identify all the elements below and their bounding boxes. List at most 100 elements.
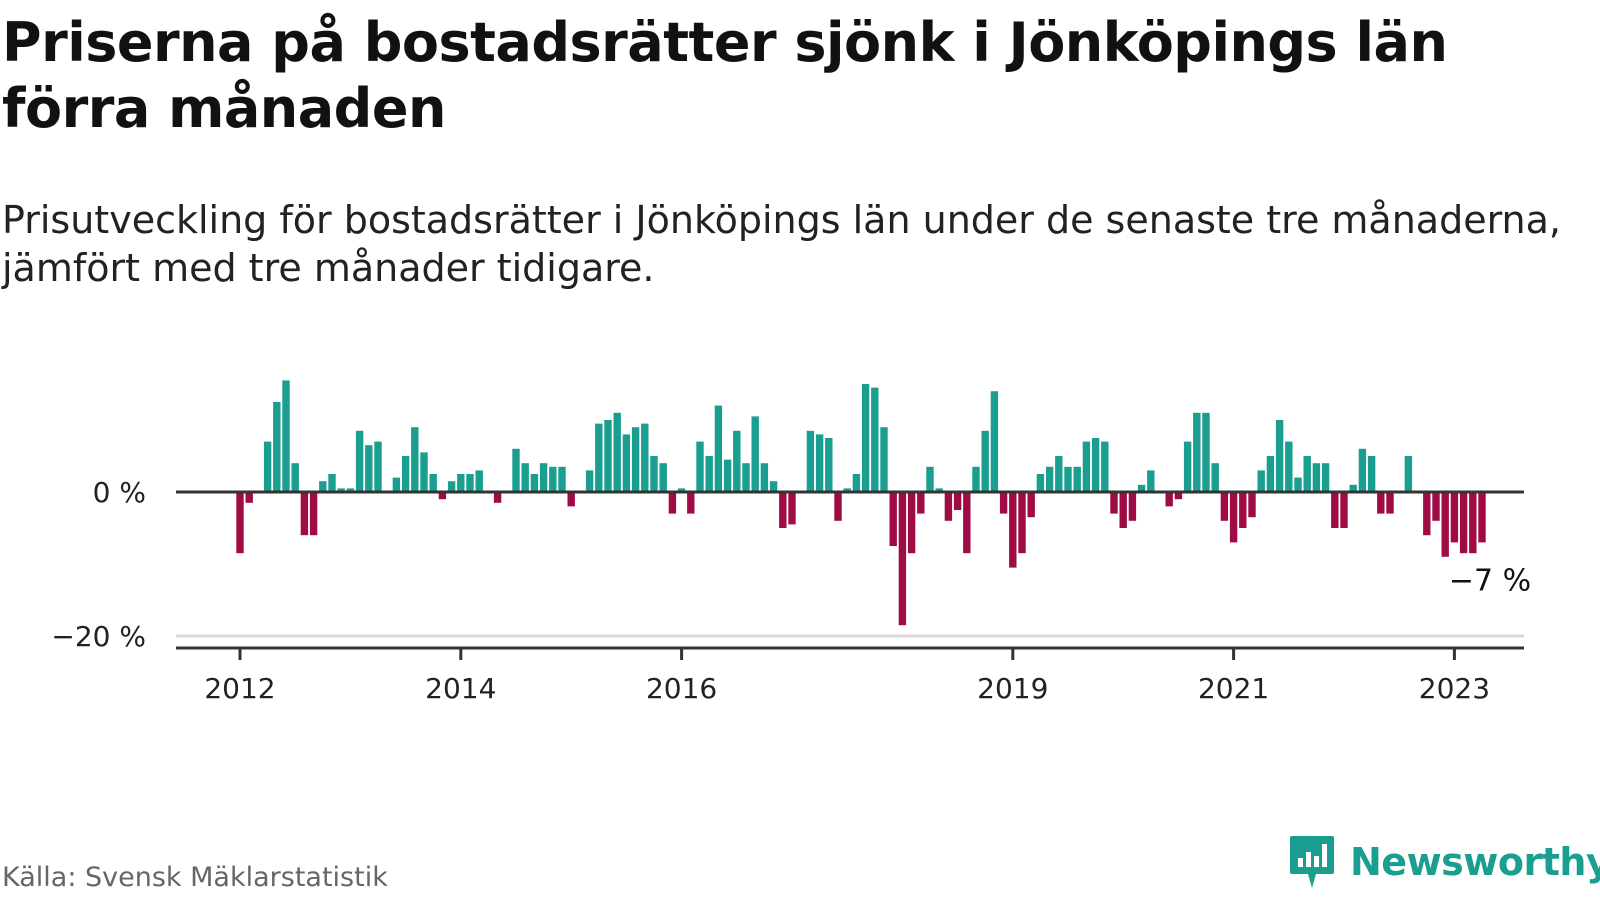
bar xyxy=(917,492,925,514)
bar xyxy=(1331,492,1339,528)
bar xyxy=(1211,463,1219,492)
bar xyxy=(1183,441,1192,492)
bar xyxy=(1174,492,1183,500)
bar xyxy=(714,405,723,492)
bar xyxy=(337,488,345,492)
bar xyxy=(1165,492,1173,507)
bar xyxy=(558,466,566,492)
bar xyxy=(1469,492,1477,554)
bar xyxy=(963,492,971,554)
bar xyxy=(944,492,953,521)
bar xyxy=(328,474,336,492)
x-tick-label: 2016 xyxy=(646,672,717,705)
bar xyxy=(1285,441,1293,492)
bar xyxy=(457,474,465,492)
bar xyxy=(1404,456,1413,492)
chart-title: Priserna på bostadsrätter sjönk i Jönköp… xyxy=(2,11,1448,140)
bar xyxy=(475,470,483,492)
bar xyxy=(677,488,686,492)
bar xyxy=(650,456,658,492)
bar xyxy=(1432,492,1440,521)
bar xyxy=(1367,456,1376,492)
bar xyxy=(1441,492,1449,557)
bar xyxy=(420,452,428,492)
bar xyxy=(889,492,897,546)
bar xyxy=(309,492,318,536)
bar-chart: 0 % −20 % 2012 2014 2016 2019 2021 2023 −7 % xyxy=(51,380,1531,705)
bar xyxy=(705,456,713,492)
bar xyxy=(245,492,253,503)
bar xyxy=(1478,492,1486,543)
bar xyxy=(1073,466,1081,492)
bar xyxy=(1147,470,1155,492)
bar xyxy=(825,438,833,492)
bar xyxy=(935,488,943,492)
bar xyxy=(622,434,631,492)
bar xyxy=(687,492,695,514)
bar xyxy=(539,463,548,492)
bar xyxy=(641,423,649,492)
bar xyxy=(595,423,603,492)
bar xyxy=(843,488,851,492)
bar xyxy=(429,474,437,492)
bar xyxy=(815,434,824,492)
bar xyxy=(1027,492,1035,518)
bar xyxy=(1229,492,1238,543)
bar xyxy=(567,492,575,507)
y-tick-label: 0 % xyxy=(93,476,146,509)
x-tick-label: 2023 xyxy=(1419,672,1490,705)
bar xyxy=(613,412,621,492)
bar xyxy=(1119,492,1127,528)
bar xyxy=(1220,492,1229,521)
bar xyxy=(1257,470,1265,492)
x-tick-label: 2012 xyxy=(204,672,275,705)
bar xyxy=(990,391,999,492)
bar xyxy=(1321,463,1330,492)
bar xyxy=(907,492,916,554)
bar xyxy=(1358,448,1367,492)
bar xyxy=(926,466,934,492)
bar xyxy=(1294,477,1302,492)
bar xyxy=(898,492,907,626)
bar xyxy=(659,463,667,492)
bar xyxy=(972,466,980,492)
bar xyxy=(852,474,861,492)
bar xyxy=(1064,466,1072,492)
bar xyxy=(1055,456,1063,492)
bar xyxy=(521,463,529,492)
bar xyxy=(282,380,290,492)
bar xyxy=(1266,456,1275,492)
bar xyxy=(291,463,299,492)
bar xyxy=(1091,438,1100,492)
y-tick-label: −20 % xyxy=(51,620,146,653)
bar xyxy=(999,492,1008,514)
bar xyxy=(319,481,327,492)
bar xyxy=(696,441,704,492)
x-tick-label: 2019 xyxy=(977,672,1048,705)
bar xyxy=(1312,463,1321,492)
bar xyxy=(742,463,750,492)
bar xyxy=(1340,492,1348,528)
bar xyxy=(1450,492,1459,543)
x-tick-label: 2014 xyxy=(425,672,496,705)
bar xyxy=(1239,492,1247,528)
bar xyxy=(1110,492,1118,514)
bar xyxy=(769,481,778,492)
bar xyxy=(374,441,382,492)
bar xyxy=(1137,484,1146,492)
bar xyxy=(733,430,741,492)
bar xyxy=(751,416,759,492)
bar xyxy=(953,492,962,510)
bar xyxy=(1128,492,1137,521)
bar xyxy=(300,492,309,536)
bar xyxy=(1349,484,1357,492)
bar xyxy=(273,402,281,492)
bar xyxy=(788,492,796,525)
bar xyxy=(834,492,842,521)
bar xyxy=(263,441,272,492)
bar xyxy=(401,456,410,492)
bar xyxy=(723,459,732,492)
bar xyxy=(411,427,419,492)
bar xyxy=(1101,441,1109,492)
bar xyxy=(447,481,456,492)
